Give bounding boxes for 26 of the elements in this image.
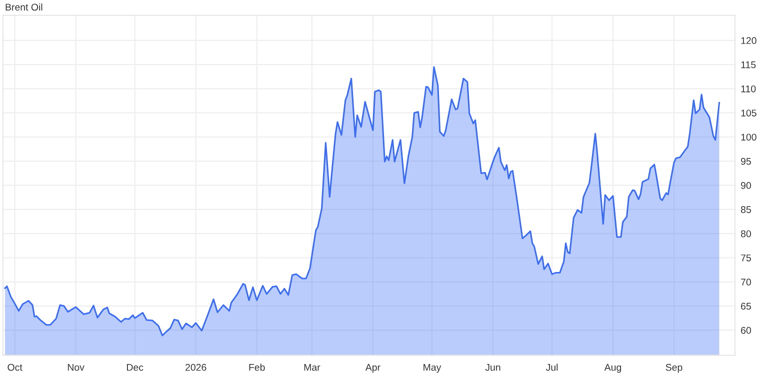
y-tick-label: 75 — [741, 254, 751, 262]
x-tick-label: Mar — [304, 364, 320, 371]
y-tick-label: 115 — [741, 61, 756, 68]
y-tick-label: 100 — [741, 134, 756, 141]
x-tick-label: Dec — [126, 364, 144, 371]
y-tick-label: 90 — [741, 182, 751, 189]
y-tick-label: 80 — [740, 230, 751, 238]
chart-title: Brent Oil — [6, 3, 42, 11]
x-tick-label: Feb — [249, 364, 265, 371]
x-tick-label: May — [424, 364, 442, 373]
x-tick-label: Apr — [365, 364, 380, 373]
y-tick-label: 60 — [741, 326, 751, 334]
y-tick-label: 105 — [741, 110, 756, 116]
x-tick-label: Aug — [604, 364, 622, 373]
x-tick-label: Jun — [485, 364, 500, 371]
y-tick-label: 70 — [741, 278, 751, 286]
y-tick-label: 85 — [740, 206, 751, 214]
x-tick-label: Nov — [68, 364, 84, 371]
y-tick-label: 120 — [741, 37, 756, 44]
x-tick-label: 2026 — [186, 364, 206, 371]
x-tick-label: Jul — [546, 364, 558, 371]
x-tick-label: Oct — [8, 364, 22, 371]
y-tick-label: 110 — [741, 85, 756, 92]
x-tick-label: Sep — [666, 364, 682, 373]
y-tick-label: 65 — [741, 302, 751, 310]
y-tick-label: 95 — [741, 158, 751, 165]
